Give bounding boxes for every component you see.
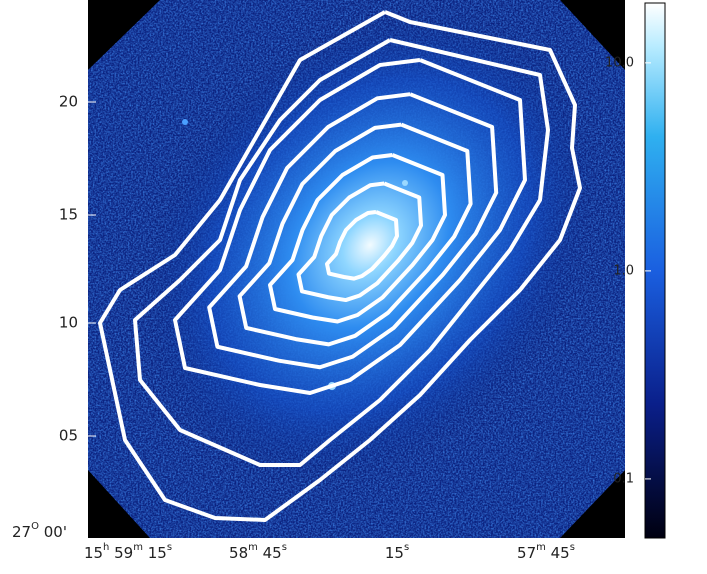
sky-image bbox=[50, 0, 691, 570]
label-part: O bbox=[31, 521, 39, 532]
label-part: 15 bbox=[143, 544, 167, 562]
label-part: m bbox=[133, 542, 143, 553]
label-part: 15 bbox=[385, 544, 404, 562]
corner-label: 27O 00' bbox=[12, 521, 67, 541]
x-tick-label: 58m 45s bbox=[229, 542, 287, 562]
label-part: s bbox=[167, 542, 172, 553]
y-tick-label: 15 bbox=[59, 206, 78, 224]
label-part: 45 bbox=[546, 544, 570, 562]
label-part: s bbox=[282, 542, 287, 553]
label-part: 45 bbox=[258, 544, 282, 562]
y-tick-label: 05 bbox=[59, 427, 78, 445]
label-part: s bbox=[570, 542, 575, 553]
label-part: 27 bbox=[12, 523, 31, 541]
label-part: 15 bbox=[84, 544, 103, 562]
label-part: m bbox=[248, 542, 258, 553]
label-part: 59 bbox=[109, 544, 133, 562]
colorbar-tick-label: 0.1 bbox=[613, 471, 634, 486]
y-tick-label: 10 bbox=[59, 314, 78, 332]
x-tick-label: 15s bbox=[385, 542, 409, 562]
label-part: 58 bbox=[229, 544, 248, 562]
x-tick-label: 57m 45s bbox=[517, 542, 575, 562]
label-part: m bbox=[536, 542, 546, 553]
colorbar-tick-label: 1.0 bbox=[613, 263, 634, 278]
label-part: 00' bbox=[39, 523, 67, 541]
label-part: 57 bbox=[517, 544, 536, 562]
y-tick-label: 20 bbox=[59, 93, 78, 111]
colorbar-tick-label: 10.0 bbox=[605, 55, 634, 70]
x-tick-label: 15h 59m 15s bbox=[84, 542, 172, 562]
figure: 2015100527O 00'15h 59m 15s58m 45s15s57m … bbox=[0, 0, 707, 570]
label-part: s bbox=[404, 542, 409, 553]
